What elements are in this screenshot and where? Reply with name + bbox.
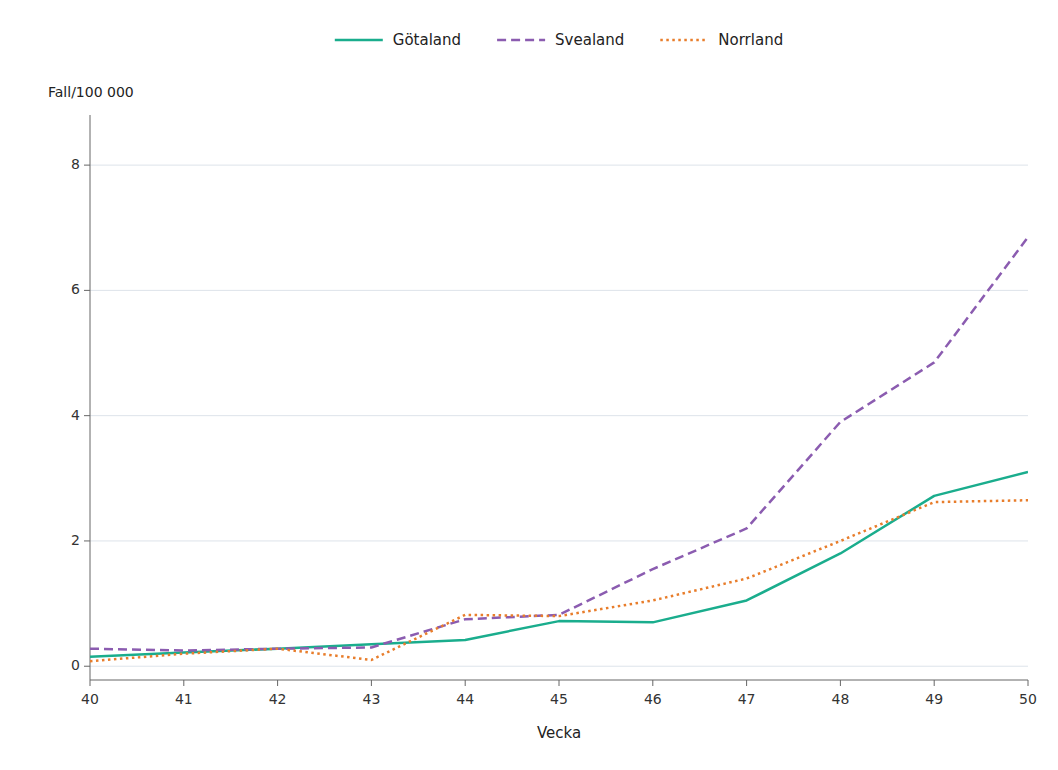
grid-line xyxy=(90,165,1028,166)
legend-item: Svealand xyxy=(497,31,624,49)
grid-line xyxy=(90,415,1028,416)
x-tick xyxy=(559,680,560,686)
series-line xyxy=(90,472,1028,657)
legend-item: Norrland xyxy=(660,31,783,49)
x-tick-label: 41 xyxy=(175,691,193,707)
chart-container: 024684041424344454647484950VeckaFall/100… xyxy=(0,0,1058,770)
x-tick-label: 46 xyxy=(644,691,662,707)
x-tick xyxy=(277,680,278,686)
series-line xyxy=(90,500,1028,661)
x-tick-label: 50 xyxy=(1019,691,1037,707)
chart-svg: 024684041424344454647484950VeckaFall/100… xyxy=(0,0,1058,770)
legend-item: Götaland xyxy=(335,31,461,49)
y-tick-label: 4 xyxy=(71,407,80,423)
grid-line xyxy=(90,540,1028,541)
x-tick xyxy=(465,680,466,686)
grid-line xyxy=(90,290,1028,291)
series-line xyxy=(90,237,1028,650)
legend: Götaland Svealand Norrland xyxy=(335,31,783,49)
legend-label: Götaland xyxy=(393,31,461,49)
x-tick-label: 48 xyxy=(831,691,849,707)
y-axis-line xyxy=(90,115,91,680)
x-tick-label: 44 xyxy=(456,691,474,707)
legend-swatch xyxy=(497,39,545,42)
legend-label: Svealand xyxy=(555,31,624,49)
y-tick-label: 0 xyxy=(71,657,80,673)
x-tick xyxy=(1028,680,1029,686)
x-tick xyxy=(90,680,91,686)
x-tick xyxy=(371,680,372,686)
y-grid xyxy=(90,165,1028,666)
y-tick xyxy=(84,290,90,291)
y-tick xyxy=(84,540,90,541)
x-tick-label: 43 xyxy=(362,691,380,707)
x-tick-label: 47 xyxy=(738,691,756,707)
x-tick-label: 49 xyxy=(925,691,943,707)
y-tick-label: 2 xyxy=(71,532,80,548)
legend-swatch xyxy=(660,39,708,42)
x-tick-label: 42 xyxy=(269,691,287,707)
x-tick xyxy=(652,680,653,686)
x-axis: 40 41 42 43 44 45 46 47 48 49 50 xyxy=(81,680,1037,707)
x-tick xyxy=(746,680,747,686)
y-tick xyxy=(84,415,90,416)
x-tick-label: 45 xyxy=(550,691,568,707)
y-tick xyxy=(84,165,90,166)
x-tick-label: 40 xyxy=(81,691,99,707)
y-tick-label: 8 xyxy=(71,156,80,172)
y-tick-label: 6 xyxy=(71,281,80,297)
plot-lines xyxy=(90,237,1028,661)
legend-swatch xyxy=(335,39,383,42)
x-tick xyxy=(934,680,935,686)
y-axis-label: Fall/100 000 xyxy=(48,84,134,100)
x-tick xyxy=(183,680,184,686)
y-tick xyxy=(84,666,90,667)
grid-line xyxy=(90,666,1028,667)
x-tick xyxy=(840,680,841,686)
legend-label: Norrland xyxy=(718,31,783,49)
x-axis-label: Vecka xyxy=(537,724,581,742)
y-axis: 0 2 4 6 8 xyxy=(71,115,90,680)
